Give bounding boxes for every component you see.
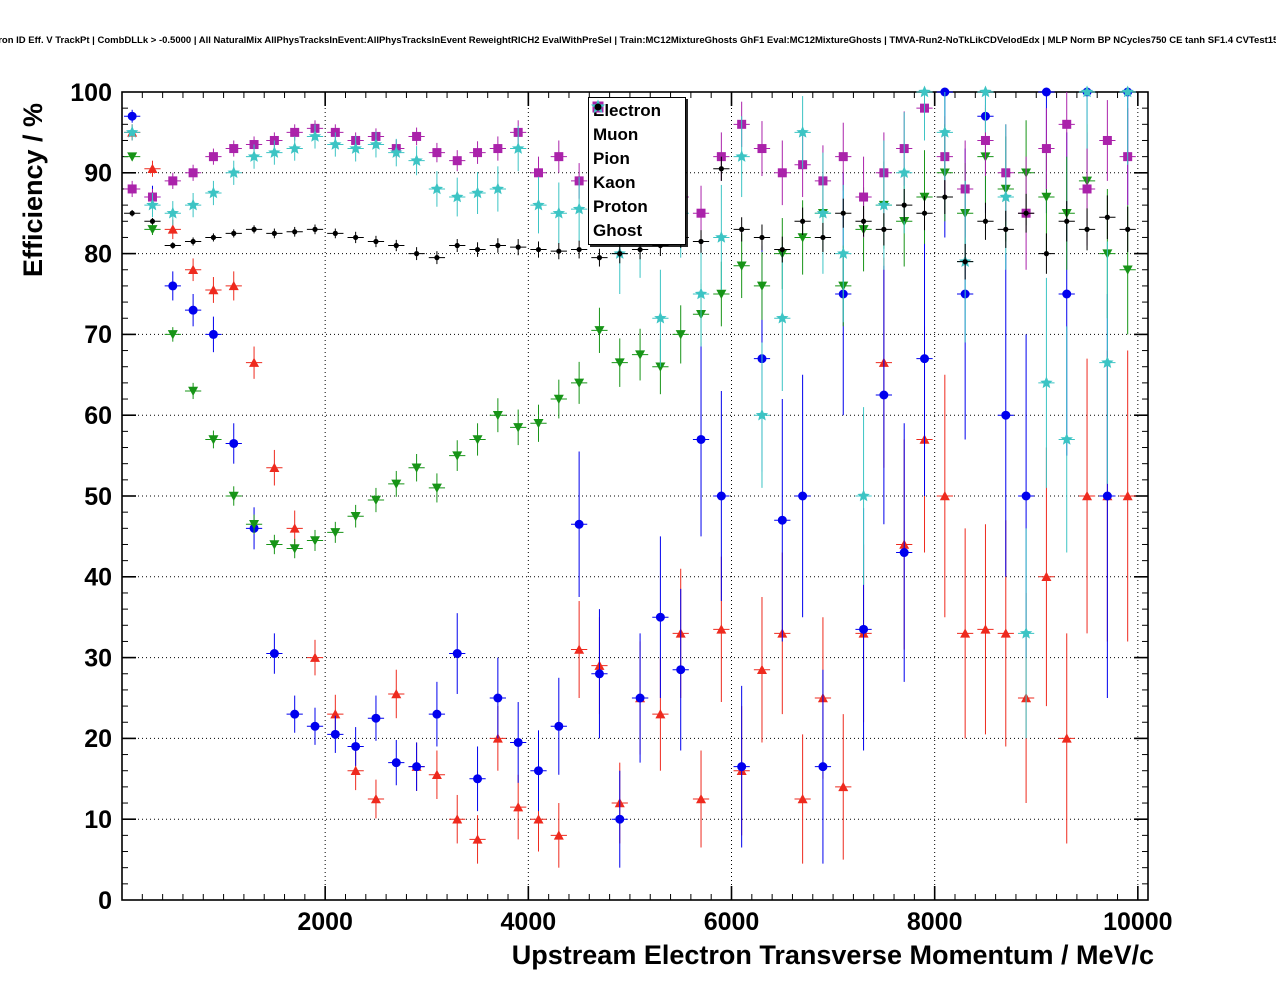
legend-item-proton: Proton bbox=[589, 99, 685, 219]
x-tick-label: 8000 bbox=[907, 908, 963, 936]
legend-label: Proton bbox=[593, 197, 648, 216]
ghost-marker-icon bbox=[594, 103, 602, 111]
x-tick-label: 4000 bbox=[501, 908, 557, 936]
y-tick-label: 100 bbox=[70, 79, 112, 107]
legend-label: Muon bbox=[593, 125, 639, 144]
y-tick-label: 80 bbox=[84, 240, 112, 268]
legend-label: Pion bbox=[593, 149, 630, 168]
legend-label: Kaon bbox=[593, 173, 636, 192]
series-ghost bbox=[124, 156, 1136, 280]
legend-item-muon: Muon bbox=[589, 101, 685, 147]
y-tick-label: 40 bbox=[84, 564, 112, 592]
y-tick-label: 30 bbox=[84, 644, 112, 672]
x-axis-title: Upstream Electron Transverse Momentum / … bbox=[512, 940, 1154, 970]
x-tick-label: 10000 bbox=[1103, 908, 1173, 936]
legend-item-pion: Pion bbox=[589, 102, 685, 171]
legend-label: Ghost bbox=[593, 221, 643, 240]
y-tick-label: 90 bbox=[84, 160, 112, 188]
y-tick-label: 70 bbox=[84, 321, 112, 349]
legend-label: Electron bbox=[593, 101, 662, 120]
x-tick-label: 2000 bbox=[297, 908, 353, 936]
x-tick-label: 6000 bbox=[704, 908, 760, 936]
y-tick-label: 50 bbox=[84, 483, 112, 511]
plot-title: Upstream Electron ID Eff. V TrackPt | Co… bbox=[0, 35, 1276, 46]
legend-item-kaon: Kaon bbox=[589, 101, 685, 195]
legend: Electron Muon Pion Kaon Proton Ghost bbox=[588, 97, 686, 245]
y-tick-label: 20 bbox=[84, 725, 112, 753]
plot-layers: 2000 4000 6000 8000 10000 0 10 20 30 40 50 60 70 80 90… bbox=[70, 79, 1172, 936]
y-tick-label: 60 bbox=[84, 402, 112, 430]
y-tick-label: 10 bbox=[84, 806, 112, 834]
legend-item-ghost: Ghost bbox=[589, 103, 685, 243]
y-tick-label: 0 bbox=[98, 887, 112, 915]
y-axis-title: Efficiency / % bbox=[18, 103, 48, 277]
